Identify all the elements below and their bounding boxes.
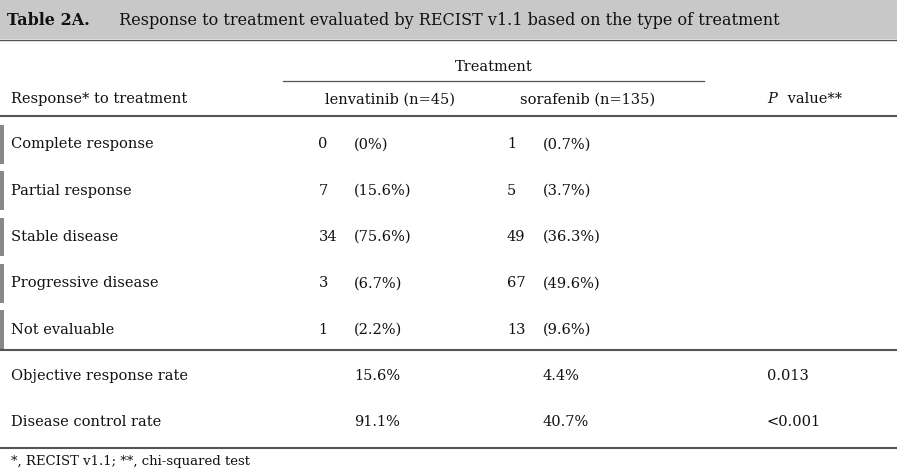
Text: Partial response: Partial response <box>11 184 131 198</box>
Text: 34: 34 <box>318 230 337 244</box>
Text: *, RECIST v1.1; **, chi-squared test: *, RECIST v1.1; **, chi-squared test <box>11 455 249 468</box>
FancyBboxPatch shape <box>0 310 4 349</box>
Text: Not evaluable: Not evaluable <box>11 323 114 337</box>
Text: P: P <box>767 92 777 106</box>
Text: Response to treatment evaluated by RECIST v1.1 based on the type of treatment: Response to treatment evaluated by RECIS… <box>114 12 779 29</box>
FancyBboxPatch shape <box>0 0 897 39</box>
Text: Stable disease: Stable disease <box>11 230 118 244</box>
Text: (36.3%): (36.3%) <box>543 230 601 244</box>
Text: (6.7%): (6.7%) <box>354 276 403 290</box>
Text: 49: 49 <box>507 230 526 244</box>
FancyBboxPatch shape <box>0 125 4 164</box>
Text: (3.7%): (3.7%) <box>543 184 591 198</box>
FancyBboxPatch shape <box>0 171 4 210</box>
Text: (2.2%): (2.2%) <box>354 323 403 337</box>
Text: sorafenib (n=135): sorafenib (n=135) <box>520 92 655 106</box>
Text: (9.6%): (9.6%) <box>543 323 591 337</box>
Text: 15.6%: 15.6% <box>354 369 400 383</box>
Text: (0.7%): (0.7%) <box>543 137 591 151</box>
FancyBboxPatch shape <box>0 218 4 256</box>
Text: 5: 5 <box>507 184 516 198</box>
Text: value**: value** <box>783 92 842 106</box>
Text: Disease control rate: Disease control rate <box>11 415 161 429</box>
Text: (49.6%): (49.6%) <box>543 276 600 290</box>
Text: Response* to treatment: Response* to treatment <box>11 92 187 106</box>
Text: (15.6%): (15.6%) <box>354 184 412 198</box>
Text: Treatment: Treatment <box>455 60 532 74</box>
Text: Table 2A.: Table 2A. <box>7 12 90 29</box>
Text: Progressive disease: Progressive disease <box>11 276 158 290</box>
Text: lenvatinib (n=45): lenvatinib (n=45) <box>326 92 455 106</box>
Text: 67: 67 <box>507 276 526 290</box>
Text: Objective response rate: Objective response rate <box>11 369 187 383</box>
Text: 3: 3 <box>318 276 327 290</box>
Text: 7: 7 <box>318 184 327 198</box>
Text: (75.6%): (75.6%) <box>354 230 412 244</box>
Text: 1: 1 <box>318 323 327 337</box>
Text: 0.013: 0.013 <box>767 369 809 383</box>
Text: (0%): (0%) <box>354 137 388 151</box>
Text: Complete response: Complete response <box>11 137 153 151</box>
Text: 13: 13 <box>507 323 526 337</box>
Text: <0.001: <0.001 <box>767 415 821 429</box>
Text: 1: 1 <box>507 137 516 151</box>
Text: 0: 0 <box>318 137 327 151</box>
Text: 4.4%: 4.4% <box>543 369 579 383</box>
Text: 40.7%: 40.7% <box>543 415 589 429</box>
FancyBboxPatch shape <box>0 264 4 303</box>
Text: 91.1%: 91.1% <box>354 415 400 429</box>
